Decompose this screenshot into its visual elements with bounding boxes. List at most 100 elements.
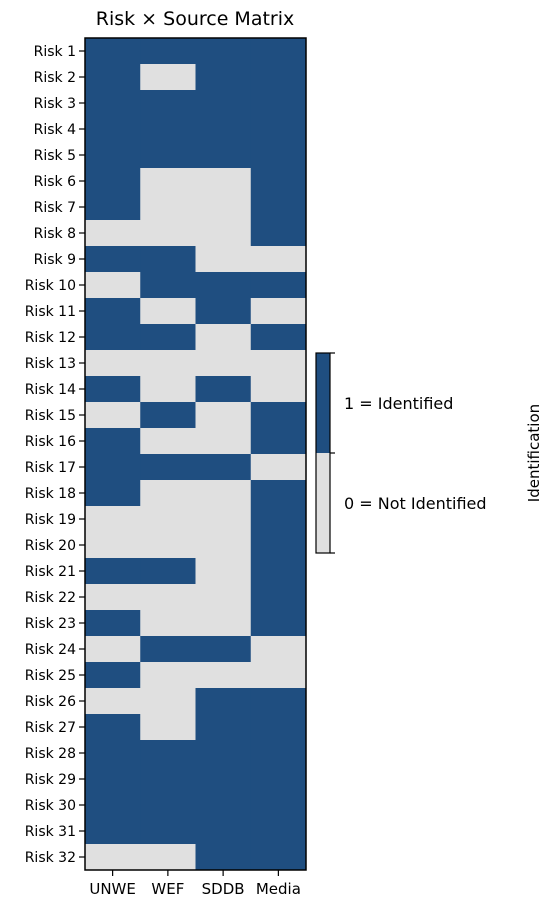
heatmap-cell [195, 610, 252, 637]
heatmap-cell [85, 818, 141, 845]
heatmap-cell [140, 558, 196, 585]
heatmap-cell [195, 662, 252, 689]
heatmap-cell [85, 402, 141, 429]
heatmap-cell [250, 792, 307, 819]
row-label: Risk 32 [25, 850, 76, 866]
heatmap-cell [140, 246, 196, 273]
heatmap-cell [140, 90, 196, 117]
heatmap-cell [195, 688, 252, 715]
heatmap-cell [250, 844, 307, 871]
heatmap-cell [250, 64, 307, 91]
heatmap-cell [250, 636, 307, 663]
heatmap-cell [85, 116, 141, 143]
heatmap-cell [250, 350, 307, 377]
heatmap-cell [85, 636, 141, 663]
heatmap-cell [195, 740, 252, 767]
heatmap-cell [140, 480, 196, 507]
heatmap-cell [195, 220, 252, 247]
heatmap-cell [140, 64, 196, 91]
row-label: Risk 2 [34, 70, 76, 86]
heatmap-cell [85, 324, 141, 351]
row-label: Risk 21 [25, 564, 76, 580]
heatmap-cell [140, 298, 196, 325]
heatmap-cell [195, 558, 252, 585]
heatmap-cell [140, 688, 196, 715]
heatmap-cell [140, 402, 196, 429]
row-label: Risk 18 [25, 486, 76, 502]
row-label: Risk 15 [25, 408, 76, 424]
heatmap-cell [140, 792, 196, 819]
heatmap-cell [140, 428, 196, 455]
column-label: WEF [151, 880, 184, 898]
heatmap-cell [195, 64, 252, 91]
heatmap-cell [250, 662, 307, 689]
heatmap-cell [140, 662, 196, 689]
row-label: Risk 19 [25, 512, 76, 528]
heatmap-cell [85, 142, 141, 169]
heatmap-cell [250, 194, 307, 221]
heatmap-cell [250, 38, 307, 65]
column-label: Media [256, 880, 301, 898]
heatmap-cell [195, 428, 252, 455]
heatmap-cell [250, 142, 307, 169]
row-label: Risk 14 [25, 382, 76, 398]
heatmap-cell [195, 402, 252, 429]
colorbar-tick-label: 1 = Identified [344, 394, 453, 413]
heatmap-cell [85, 480, 141, 507]
heatmap-cell [250, 506, 307, 533]
heatmap-cell [140, 506, 196, 533]
heatmap-cell [195, 116, 252, 143]
heatmap-cell [250, 688, 307, 715]
heatmap-cell [140, 584, 196, 611]
row-label: Risk 8 [34, 226, 76, 242]
heatmap-cell [140, 636, 196, 663]
heatmap-cell [250, 246, 307, 273]
heatmap-cells [85, 38, 307, 871]
heatmap-cell [250, 714, 307, 741]
row-label: Risk 20 [25, 538, 76, 554]
heatmap-cell [85, 90, 141, 117]
heatmap-cell [140, 350, 196, 377]
heatmap-cell [195, 792, 252, 819]
heatmap-cell [85, 38, 141, 65]
heatmap-cell [195, 168, 252, 195]
heatmap-cell [85, 688, 141, 715]
row-label: Risk 11 [25, 304, 76, 320]
heatmap-cell [250, 584, 307, 611]
heatmap-cell [85, 740, 141, 767]
heatmap-cell [250, 428, 307, 455]
chart-title: Risk × Source Matrix [96, 8, 295, 30]
row-label: Risk 10 [25, 278, 76, 294]
row-label: Risk 17 [25, 460, 76, 476]
heatmap-cell [140, 376, 196, 403]
row-label: Risk 23 [25, 616, 76, 632]
colorbar: 1 = Identified 0 = Not Identified Identifi… [315, 352, 543, 554]
heatmap-cell [140, 844, 196, 871]
row-label: Risk 1 [34, 44, 76, 60]
heatmap-cell [85, 792, 141, 819]
heatmap-cell [195, 532, 252, 559]
heatmap-cell [195, 142, 252, 169]
heatmap-cell [195, 90, 252, 117]
heatmap-cell [85, 194, 141, 221]
heatmap-cell [195, 38, 252, 65]
heatmap-cell [195, 844, 252, 871]
row-label: Risk 26 [25, 694, 76, 710]
colorbar-label: Identification [525, 404, 543, 502]
row-label: Risk 7 [34, 200, 76, 216]
heatmap-cell [195, 818, 252, 845]
row-labels: Risk 1 Risk 2 Risk 3 Risk 4 Risk 5 Risk 6 Risk… [25, 44, 85, 866]
row-label: Risk 6 [34, 174, 76, 190]
row-label: Risk 27 [25, 720, 76, 736]
row-label: Risk 24 [25, 642, 76, 658]
heatmap-cell [195, 584, 252, 611]
heatmap-cell [140, 168, 196, 195]
heatmap-cell [85, 428, 141, 455]
heatmap-cell [250, 818, 307, 845]
heatmap-cell [140, 116, 196, 143]
heatmap-cell [250, 376, 307, 403]
row-label: Risk 31 [25, 824, 76, 840]
heatmap-cell [85, 272, 141, 299]
heatmap-cell [195, 298, 252, 325]
heatmap-cell [85, 168, 141, 195]
